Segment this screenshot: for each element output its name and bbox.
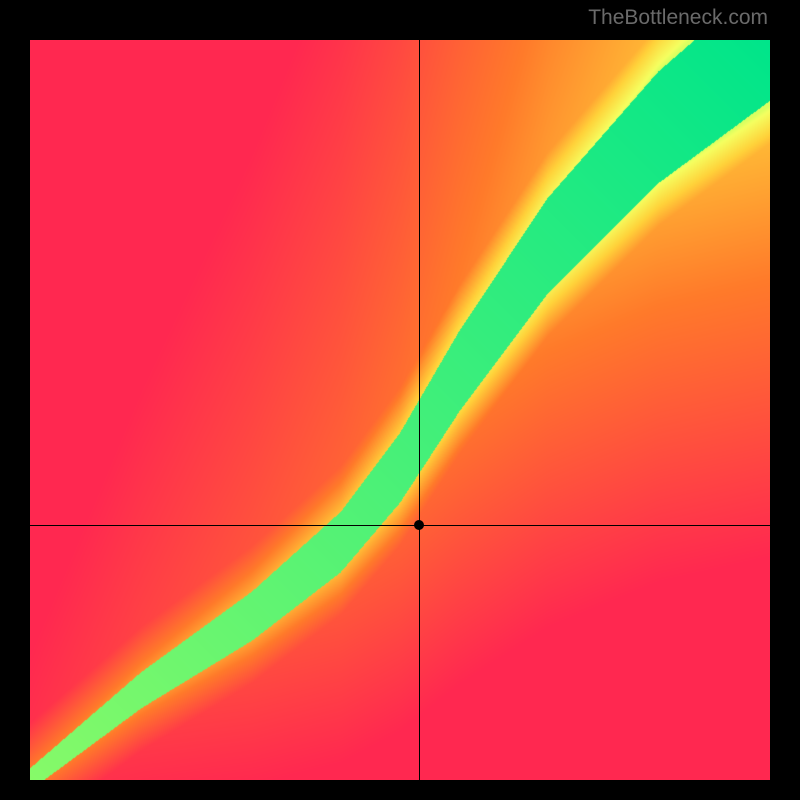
watermark-text: TheBottleneck.com [588,6,768,30]
heatmap-plot [30,40,770,780]
crosshair-horizontal [30,525,770,526]
crosshair-vertical [419,40,420,780]
crosshair-marker [414,520,424,530]
heatmap-canvas [30,40,770,780]
